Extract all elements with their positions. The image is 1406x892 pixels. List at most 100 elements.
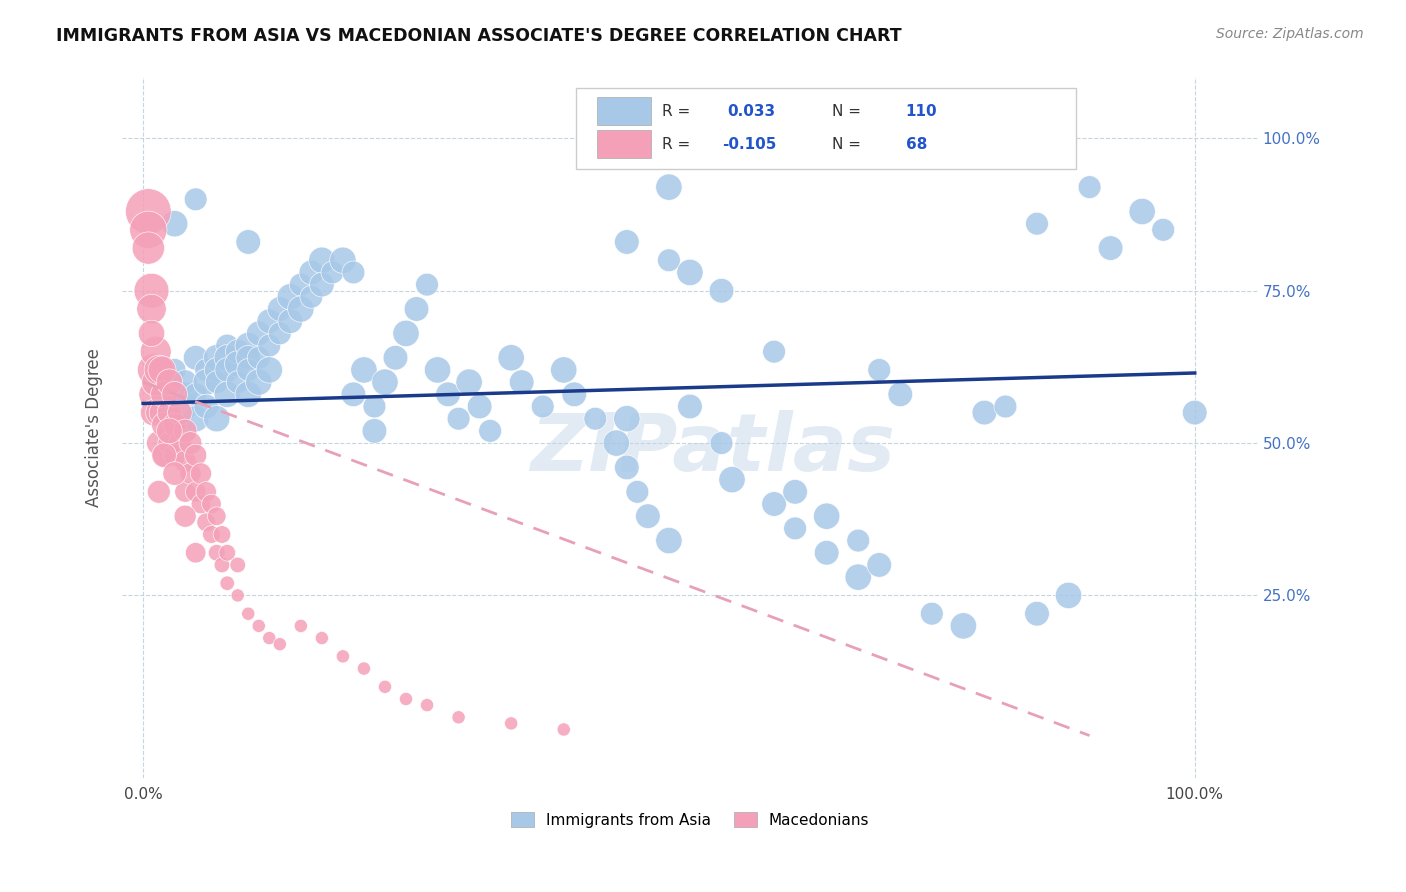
Point bbox=[226, 344, 249, 359]
Point bbox=[142, 406, 165, 420]
Point bbox=[195, 516, 218, 530]
Point bbox=[332, 253, 354, 268]
Point bbox=[184, 448, 207, 462]
Point bbox=[637, 509, 659, 524]
Point bbox=[169, 436, 191, 450]
Point bbox=[553, 723, 575, 737]
Point bbox=[311, 631, 333, 645]
Point bbox=[153, 375, 176, 389]
Point bbox=[395, 326, 418, 341]
Point bbox=[163, 417, 186, 432]
Point bbox=[195, 400, 218, 414]
Point bbox=[405, 301, 427, 316]
Point bbox=[138, 223, 160, 237]
Point bbox=[278, 314, 301, 328]
Point bbox=[205, 509, 228, 524]
Point bbox=[190, 467, 212, 481]
Point bbox=[868, 363, 890, 377]
Point bbox=[1078, 180, 1101, 194]
Point bbox=[763, 344, 786, 359]
Point bbox=[553, 363, 575, 377]
Point bbox=[238, 363, 260, 377]
Point bbox=[353, 363, 375, 377]
Point bbox=[952, 619, 974, 633]
Point bbox=[153, 406, 176, 420]
Point bbox=[200, 497, 222, 511]
Point bbox=[205, 375, 228, 389]
Point bbox=[211, 527, 233, 541]
Point bbox=[184, 411, 207, 425]
Point bbox=[179, 467, 201, 481]
Point bbox=[205, 546, 228, 560]
Text: ZIPatlas: ZIPatlas bbox=[530, 409, 896, 488]
Point bbox=[416, 698, 439, 712]
Point bbox=[311, 253, 333, 268]
Point bbox=[332, 649, 354, 664]
Point bbox=[259, 314, 281, 328]
Point bbox=[374, 375, 396, 389]
Point bbox=[148, 363, 170, 377]
Point bbox=[846, 533, 869, 548]
Point bbox=[217, 387, 239, 401]
Point bbox=[174, 424, 197, 438]
Point bbox=[1026, 607, 1049, 621]
Point bbox=[174, 509, 197, 524]
Point bbox=[562, 387, 585, 401]
Point bbox=[163, 387, 186, 401]
Point bbox=[238, 338, 260, 352]
Point bbox=[583, 411, 606, 425]
Point bbox=[163, 467, 186, 481]
Point bbox=[148, 436, 170, 450]
Point bbox=[531, 400, 554, 414]
Point bbox=[763, 497, 786, 511]
Point bbox=[468, 400, 491, 414]
Point bbox=[247, 351, 270, 365]
Point bbox=[815, 546, 838, 560]
Point bbox=[658, 253, 681, 268]
Point bbox=[217, 351, 239, 365]
Point bbox=[785, 484, 807, 499]
Point bbox=[195, 484, 218, 499]
Point bbox=[238, 607, 260, 621]
Point bbox=[179, 436, 201, 450]
Point bbox=[658, 180, 681, 194]
Text: R =: R = bbox=[662, 103, 695, 119]
Point bbox=[269, 301, 291, 316]
Point bbox=[157, 436, 180, 450]
Point bbox=[1099, 241, 1122, 255]
Point bbox=[616, 411, 638, 425]
Point bbox=[217, 546, 239, 560]
Point bbox=[299, 290, 322, 304]
Point bbox=[200, 527, 222, 541]
Point bbox=[153, 387, 176, 401]
Point bbox=[150, 363, 173, 377]
Point bbox=[153, 448, 176, 462]
Point bbox=[290, 619, 312, 633]
Point bbox=[1057, 589, 1080, 603]
Text: 0.033: 0.033 bbox=[727, 103, 776, 119]
Point bbox=[174, 387, 197, 401]
Point bbox=[973, 406, 995, 420]
Point bbox=[226, 375, 249, 389]
Point bbox=[238, 235, 260, 249]
Point bbox=[426, 363, 449, 377]
Point bbox=[616, 235, 638, 249]
Point bbox=[141, 301, 163, 316]
Point bbox=[994, 400, 1017, 414]
Point bbox=[205, 411, 228, 425]
Point bbox=[416, 277, 439, 292]
Point bbox=[145, 375, 167, 389]
Point bbox=[205, 363, 228, 377]
Point bbox=[501, 351, 523, 365]
Point bbox=[259, 338, 281, 352]
Point bbox=[226, 357, 249, 371]
Text: IMMIGRANTS FROM ASIA VS MACEDONIAN ASSOCIATE'S DEGREE CORRELATION CHART: IMMIGRANTS FROM ASIA VS MACEDONIAN ASSOC… bbox=[56, 27, 901, 45]
Point bbox=[437, 387, 460, 401]
Point bbox=[447, 411, 470, 425]
Point bbox=[217, 338, 239, 352]
Point bbox=[145, 344, 167, 359]
Point bbox=[921, 607, 943, 621]
Point bbox=[374, 680, 396, 694]
Point bbox=[141, 284, 163, 298]
Point bbox=[195, 375, 218, 389]
